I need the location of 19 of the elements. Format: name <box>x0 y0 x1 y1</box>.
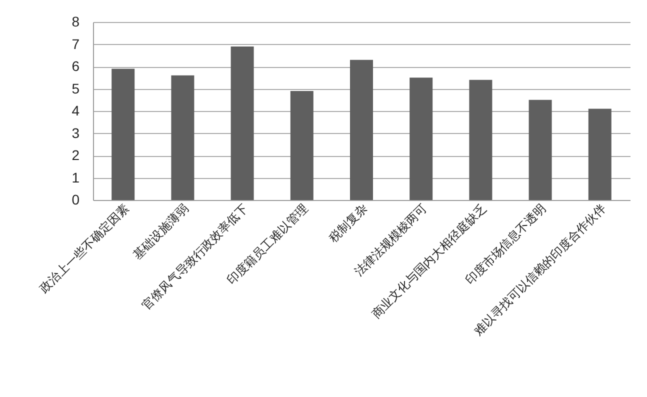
y-tick-label: 2 <box>72 147 80 163</box>
bar <box>230 46 254 200</box>
bar <box>350 60 373 200</box>
y-tick-label: 0 <box>72 192 80 208</box>
bar <box>588 108 612 200</box>
y-tick-label: 3 <box>72 124 80 141</box>
bar <box>528 100 552 200</box>
y-tick-label: 5 <box>72 80 80 96</box>
bar <box>171 75 194 200</box>
y-tick-label: 6 <box>72 58 80 74</box>
bar <box>469 80 492 200</box>
y-tick-label: 1 <box>72 169 80 186</box>
bar <box>112 68 135 200</box>
x-tick-label: 税制复杂 <box>326 201 370 245</box>
y-tick-label: 8 <box>72 14 80 30</box>
y-tick-label: 7 <box>72 36 80 52</box>
y-tick-label: 4 <box>72 102 80 118</box>
bar <box>290 90 314 200</box>
bar <box>410 78 433 200</box>
